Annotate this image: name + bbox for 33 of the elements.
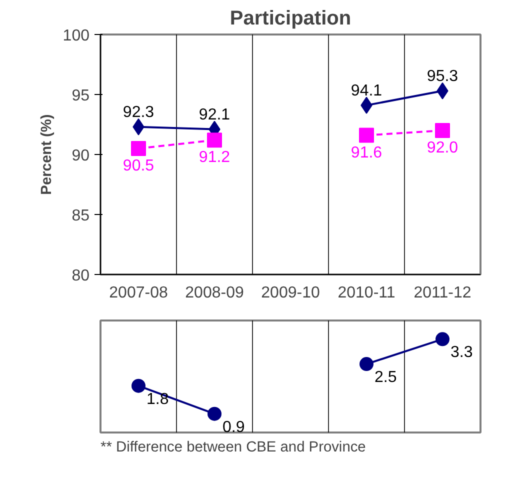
data-label: 92.0 — [426, 140, 458, 156]
y-tick-label: 85 — [72, 208, 90, 224]
point — [435, 123, 450, 138]
x-tick-label: 2010-11 — [338, 284, 396, 302]
y-tick-label: 80 — [72, 268, 90, 284]
data-label: 3.3 — [450, 344, 473, 362]
point — [359, 128, 374, 143]
text: ** Difference between CBE and Province — [100, 440, 366, 456]
x-tick-label: 2011-12 — [414, 284, 472, 302]
data-label: 91.6 — [350, 144, 382, 162]
x-tick-label: 2008-09 — [185, 284, 244, 302]
data-label: 90.5 — [122, 158, 154, 174]
point — [436, 332, 450, 346]
point — [131, 141, 146, 156]
data-label: 94.1 — [350, 82, 382, 100]
y-tick-label: 90 — [72, 148, 90, 164]
y-axis-title: Percent (%) — [38, 114, 55, 195]
point — [207, 132, 222, 148]
point — [208, 406, 222, 421]
data-label: 95.3 — [426, 68, 458, 85]
y-tick-label: 100 — [62, 28, 90, 44]
data-label: 91.2 — [198, 149, 230, 166]
data-label: 2.5 — [374, 369, 397, 386]
point — [360, 357, 374, 372]
point — [132, 378, 146, 393]
data-label: 92.3 — [122, 104, 154, 121]
data-label: 1.8 — [146, 390, 169, 408]
chart-title: Participation — [230, 8, 352, 30]
x-tick-label: 2007-08 — [109, 284, 168, 302]
data-label: 92.1 — [198, 106, 230, 124]
x-tick-label: 2009-10 — [261, 284, 320, 302]
y-tick-label: 95 — [72, 88, 90, 104]
data-label: 0.9 — [222, 418, 245, 436]
